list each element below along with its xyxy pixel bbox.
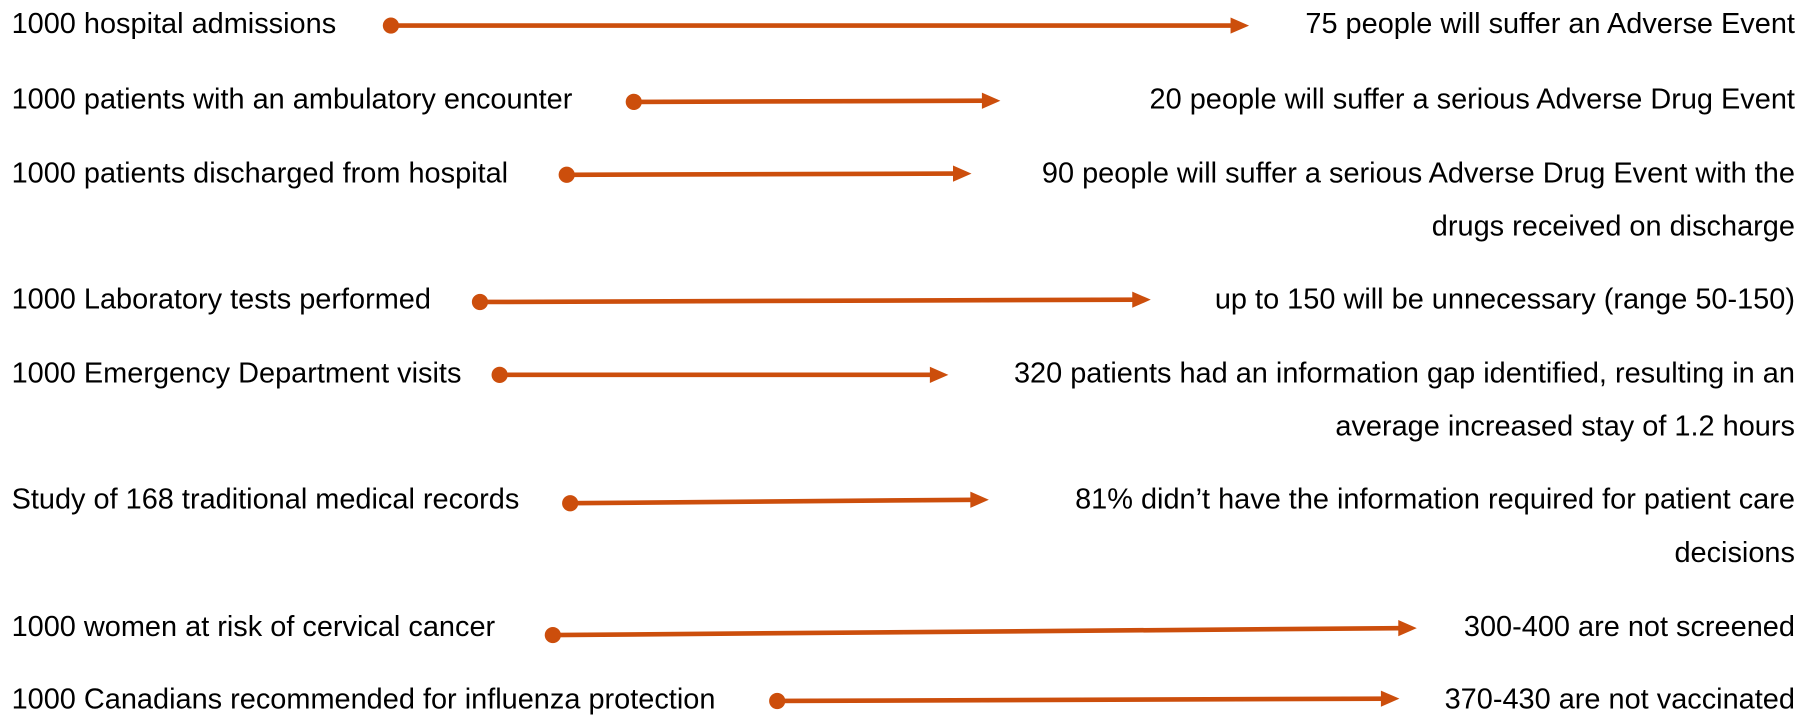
arrow-shaft bbox=[570, 497, 975, 506]
arrow-head bbox=[981, 92, 1001, 109]
arrow-shaft bbox=[777, 696, 1386, 704]
arrow-head bbox=[1398, 620, 1417, 637]
arrow-dot bbox=[491, 366, 508, 383]
arrow-head bbox=[1380, 690, 1400, 707]
left-label: 1000 patients with an ambulatory encount… bbox=[12, 83, 573, 115]
arrow-dot bbox=[382, 17, 400, 34]
arrow-shaft bbox=[479, 297, 1137, 305]
arrow-dot bbox=[562, 495, 579, 512]
right-label: 90 people will suffer a serious Adverse … bbox=[1042, 157, 1795, 189]
arrow-head bbox=[929, 366, 949, 383]
arrow-dot bbox=[558, 166, 575, 183]
right-label: average increased stay of 1.2 hours bbox=[1335, 411, 1795, 443]
arrow-head bbox=[970, 491, 989, 508]
arrow-head bbox=[1132, 291, 1151, 308]
right-label: 370-430 are not vaccinated bbox=[1445, 684, 1795, 715]
arrow-dot bbox=[769, 692, 786, 710]
left-label: Study of 168 traditional medical records bbox=[12, 484, 520, 516]
right-label: 320 patients had an information gap iden… bbox=[1014, 357, 1795, 389]
arrow-dot bbox=[471, 293, 489, 311]
left-label: 1000 Canadians recommended for influenza… bbox=[12, 684, 716, 715]
left-label: 1000 patients discharged from hospital bbox=[12, 157, 509, 189]
left-label: 1000 women at risk of cervical cancer bbox=[12, 611, 496, 643]
left-label: 1000 Emergency Department visits bbox=[12, 357, 462, 389]
arrow-head bbox=[1230, 17, 1250, 34]
right-label: 20 people will suffer a serious Adverse … bbox=[1150, 83, 1795, 115]
arrow-shaft bbox=[552, 625, 1403, 638]
right-label: decisions bbox=[1674, 537, 1795, 569]
arrow-dot bbox=[544, 626, 561, 644]
left-label: 1000 Laboratory tests performed bbox=[12, 283, 431, 315]
arrow-shaft bbox=[633, 98, 987, 105]
right-label: 300-400 are not screened bbox=[1464, 611, 1795, 643]
arrow-shaft bbox=[566, 171, 958, 178]
right-label: drugs received on discharge bbox=[1432, 211, 1795, 243]
left-label: 1000 hospital admissions bbox=[12, 8, 337, 40]
arrow-dot bbox=[625, 93, 642, 110]
right-label: 75 people will suffer an Adverse Event bbox=[1305, 8, 1795, 40]
right-label: 81% didn’t have the information required… bbox=[1075, 484, 1795, 516]
arrow-head bbox=[952, 165, 972, 182]
right-label: up to 150 will be unnecessary (range 50-… bbox=[1215, 283, 1795, 315]
